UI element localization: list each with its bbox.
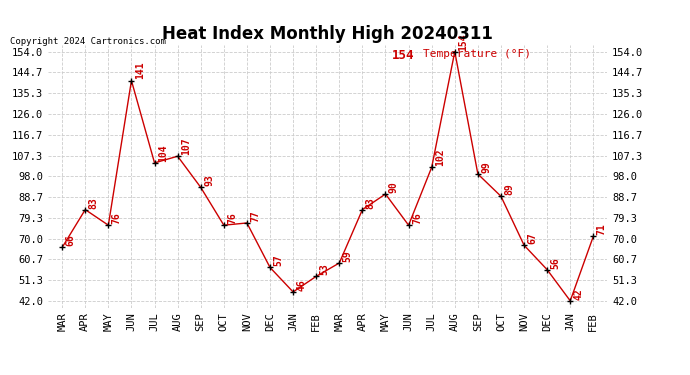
Text: 77: 77	[250, 210, 260, 222]
Text: 102: 102	[435, 148, 445, 166]
Text: 67: 67	[528, 232, 538, 244]
Text: 107: 107	[181, 138, 191, 155]
Text: 141: 141	[135, 62, 145, 80]
Text: 99: 99	[482, 161, 491, 173]
Text: 83: 83	[366, 197, 376, 208]
Text: 154: 154	[392, 49, 415, 62]
Text: 42: 42	[573, 288, 584, 300]
Text: 83: 83	[89, 197, 99, 208]
Text: 154: 154	[458, 33, 469, 51]
Title: Heat Index Monthly High 20240311: Heat Index Monthly High 20240311	[162, 26, 493, 44]
Text: 76: 76	[112, 212, 122, 224]
Text: 46: 46	[297, 279, 306, 291]
Text: 104: 104	[158, 144, 168, 162]
Text: 53: 53	[319, 264, 330, 275]
Text: 90: 90	[389, 181, 399, 193]
Text: 89: 89	[504, 183, 515, 195]
Text: 76: 76	[412, 212, 422, 224]
Text: 56: 56	[551, 257, 560, 268]
Text: Copyright 2024 Cartronics.com: Copyright 2024 Cartronics.com	[10, 38, 166, 46]
Text: 71: 71	[597, 224, 607, 235]
Text: 76: 76	[227, 212, 237, 224]
Text: 93: 93	[204, 174, 214, 186]
Text: 66: 66	[66, 235, 76, 246]
Text: Temperature (°F): Temperature (°F)	[423, 49, 531, 59]
Text: 57: 57	[273, 255, 284, 266]
Text: 59: 59	[343, 250, 353, 262]
